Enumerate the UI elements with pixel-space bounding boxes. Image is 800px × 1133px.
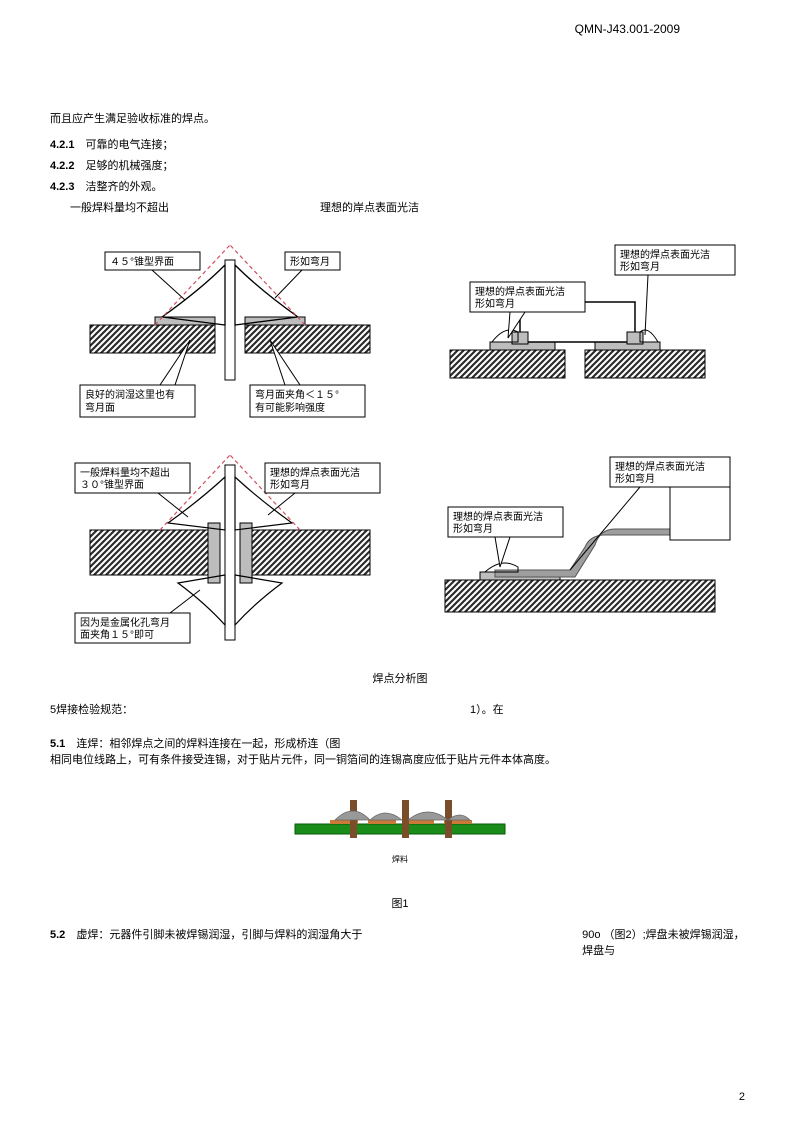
svg-text:弯月面: 弯月面 [85, 401, 115, 414]
main-content: 而且应产生满足验收标准的焊点。 4.2.1 可靠的电气连接； 4.2.2 足够的… [50, 110, 750, 958]
svg-text:理想的焊点表面光洁: 理想的焊点表面光洁 [615, 460, 705, 473]
svg-text:形如弯月: 形如弯月 [615, 472, 655, 485]
lbl-45: ４５°锥型界面 [110, 255, 174, 268]
text-422: 足够的机械强度； [86, 160, 174, 172]
diagram-2: 一般焊料量均不超出 ３０°锥型界面 理想的焊点表面光洁 形如弯月 因为是金属化孔… [50, 445, 750, 655]
svg-text:良好的润湿这里也有: 良好的润湿这里也有 [85, 388, 175, 401]
svg-text:理想的焊点表面光洁: 理想的焊点表面光洁 [270, 466, 360, 479]
text-421: 可靠的电气连接； [86, 139, 174, 151]
bridge-diagram: 焊料 [50, 792, 750, 865]
num-52: 5.2 [50, 929, 65, 941]
pre-diagram-row: 一般焊料量均不超出 理想的岸点表面光洁 [70, 199, 750, 215]
mid-caption: 焊点分析图 [50, 670, 750, 686]
sec51-line1: 连焊：相邻焊点之间的焊料连接在一起，形成桥连（图 [76, 738, 340, 750]
fig1-caption: 图1 [50, 895, 750, 911]
page-number: 2 [739, 1091, 745, 1103]
svg-text:弯月面夹角＜１５°: 弯月面夹角＜１５° [255, 388, 339, 401]
svg-text:形如弯月: 形如弯月 [270, 478, 310, 491]
svg-text:理想的焊点表面光洁: 理想的焊点表面光洁 [475, 285, 565, 298]
sec5-right: 1）。在 [470, 701, 504, 717]
svg-text:形如弯月: 形如弯月 [475, 297, 515, 310]
pre-right: 理想的岸点表面光洁 [320, 199, 419, 215]
diagram-1: ４５°锥型界面 形如弯月 良好的润湿这里也有 弯月面 弯月面夹角＜１５° 有可能… [50, 230, 750, 430]
sec52: 5.2 虚焊：元器件引脚未被焊锡润湿，引脚与焊料的润湿角大于 90o （图2）;… [50, 926, 750, 958]
intro-line: 而且应产生满足验收标准的焊点。 [50, 110, 750, 130]
doc-code: QMN-J43.001-2009 [575, 22, 680, 36]
sec51: 5.1 连焊：相邻焊点之间的焊料连接在一起，形成桥连（图 相同电位线路上，可有条… [50, 735, 750, 767]
svg-text:理想的焊点表面光洁: 理想的焊点表面光洁 [453, 510, 543, 523]
pre-left: 一般焊料量均不超出 [70, 199, 320, 215]
sec5-row: 5焊接检验规范： 1）。在 [50, 701, 750, 717]
item-421: 4.2.1 可靠的电气连接； [50, 136, 750, 152]
sec52-right: 90o （图2）;焊盘未被焊锡润湿，焊盘与 [582, 926, 750, 958]
svg-text:形如弯月: 形如弯月 [453, 522, 493, 535]
svg-text:有可能影响强度: 有可能影响强度 [255, 401, 325, 414]
item-422: 4.2.2 足够的机械强度； [50, 157, 750, 173]
sec51-line2: 相同电位线路上，可有条件接受连锡，对于贴片元件，同一铜箔间的连锡高度应低于贴片元… [50, 751, 750, 767]
item-423: 4.2.3 洁整齐的外观。 [50, 178, 750, 194]
svg-text:面夹角１５°即可: 面夹角１５°即可 [80, 628, 154, 641]
num-51: 5.1 [50, 738, 65, 750]
bridge-small-label: 焊料 [50, 854, 750, 865]
sec5-left: 5焊接检验规范： [50, 701, 470, 717]
lbl-moon: 形如弯月 [290, 255, 330, 268]
svg-text:一般焊料量均不超出: 一般焊料量均不超出 [80, 466, 170, 479]
sec52-left: 虚焊：元器件引脚未被焊锡润湿，引脚与焊料的润湿角大于 [76, 929, 362, 941]
svg-text:理想的焊点表面光洁: 理想的焊点表面光洁 [620, 248, 710, 261]
num-422: 4.2.2 [50, 160, 74, 172]
num-423: 4.2.3 [50, 181, 74, 193]
num-421: 4.2.1 [50, 139, 74, 151]
svg-text:３０°锥型界面: ３０°锥型界面 [80, 478, 144, 491]
svg-text:因为是金属化孔弯月: 因为是金属化孔弯月 [80, 616, 170, 629]
text-423: 洁整齐的外观。 [86, 181, 163, 193]
svg-text:形如弯月: 形如弯月 [620, 260, 660, 273]
